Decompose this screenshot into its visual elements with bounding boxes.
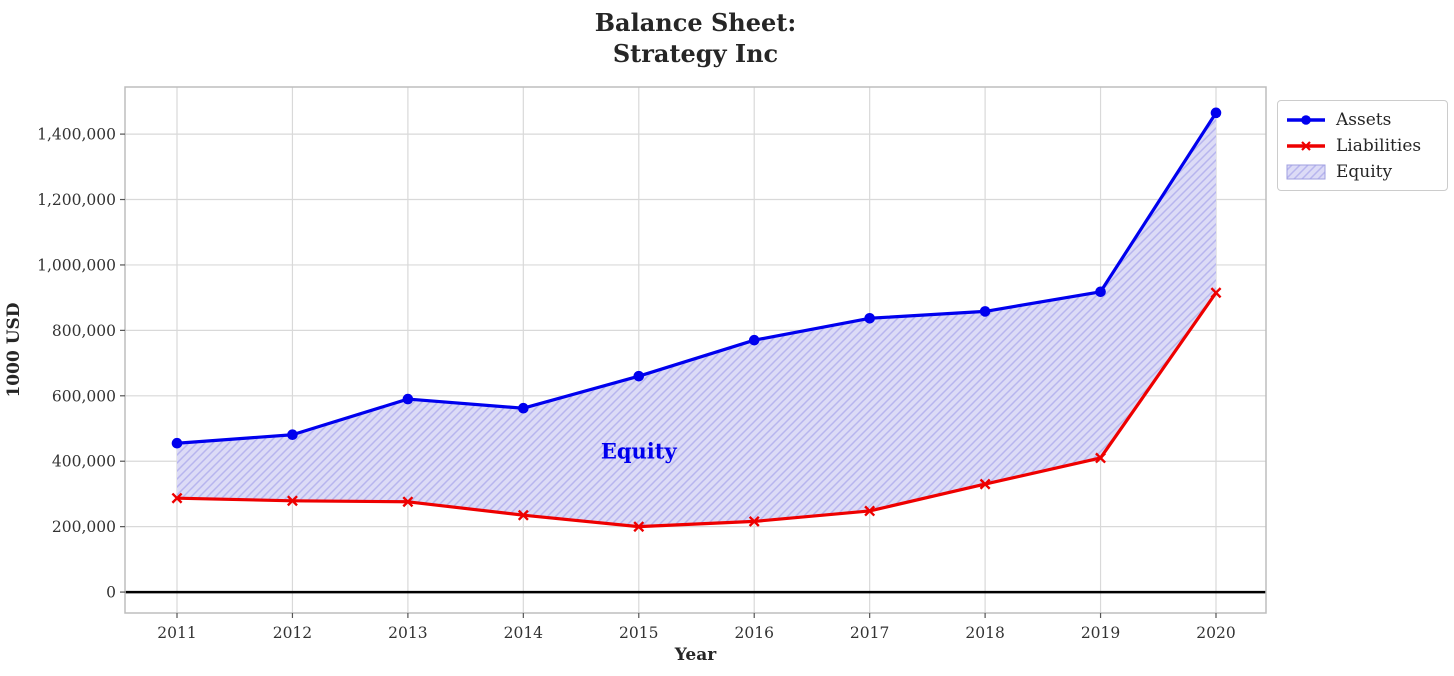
xtick-label-2017: 2017 (850, 624, 889, 642)
ytick-label-800000: 800,000 (52, 322, 116, 340)
assets-marker-2013 (402, 393, 414, 405)
equity-swatch-patch (1286, 164, 1326, 180)
equity-fill-area (177, 112, 1216, 527)
liabilities-marker-2019 (1095, 452, 1106, 464)
ytick-label-1200000: 1,200,000 (37, 191, 116, 209)
liabilities-marker-2015 (633, 521, 645, 533)
assets-marker-2014 (518, 402, 529, 414)
assets-swatch-marker (1301, 115, 1311, 125)
xtick-label-2014: 2014 (504, 624, 544, 642)
assets-marker-2017 (864, 312, 875, 324)
legend-item-liabilities: Liabilities (1286, 133, 1439, 159)
assets-line-swatch-icon (1287, 115, 1325, 125)
liabilities-swatch-marker (1301, 141, 1311, 151)
legend: Assets Liabilities Equity (1277, 100, 1448, 191)
xtick-label-2013: 2013 (388, 624, 427, 642)
assets-marker-2019 (1095, 286, 1106, 298)
xtick-label-2011: 2011 (157, 624, 196, 642)
equity-hatch-swatch-icon (1286, 164, 1326, 180)
legend-label-assets: Assets (1336, 110, 1392, 130)
liabilities-marker-2014 (517, 509, 529, 521)
assets-marker-2015 (633, 370, 645, 382)
ytick-label-200000: 200,000 (52, 518, 116, 536)
xtick-label-2018: 2018 (965, 624, 1004, 642)
xtick-label-2015: 2015 (619, 624, 658, 642)
liabilities-marker-2016 (748, 515, 760, 527)
xtick-label-2012: 2012 (273, 624, 312, 642)
xtick-label-2016: 2016 (734, 624, 773, 642)
liabilities-line (176, 291, 1218, 529)
legend-item-assets: Assets (1286, 107, 1439, 133)
equity-annotation: Equity (600, 438, 677, 464)
legend-item-equity: Equity (1286, 159, 1439, 185)
ytick-label-1000000: 1,000,000 (37, 256, 116, 274)
liabilities-line-swatch-icon (1287, 141, 1325, 151)
assets-marker-2018 (979, 306, 991, 317)
liabilities-marker-2013 (402, 496, 414, 508)
ytick-label-0: 0 (106, 584, 116, 602)
liabilities-marker-2020 (1210, 287, 1222, 299)
chart-title: Balance Sheet: Strategy Inc (125, 7, 1266, 69)
liabilities-marker-2012 (286, 495, 298, 507)
chart-title-line2: Strategy Inc (612, 39, 779, 68)
chart-title-line1: Balance Sheet: (594, 8, 797, 37)
legend-label-equity: Equity (1336, 162, 1393, 182)
legend-label-liabilities: Liabilities (1336, 136, 1422, 156)
ytick-label-600000: 600,000 (52, 387, 116, 405)
assets-marker-2012 (287, 429, 298, 441)
assets-line (176, 111, 1218, 445)
xtick-label-2020: 2020 (1196, 624, 1235, 642)
ytick-label-400000: 400,000 (52, 453, 116, 471)
ytick-label-1400000: 1,400,000 (37, 126, 116, 144)
liabilities-marker-2011 (171, 492, 183, 504)
liabilities-marker-2017 (864, 505, 876, 517)
assets-marker-2016 (748, 334, 760, 346)
x-axis-label: Year (674, 645, 717, 665)
y-axis-label: 1000 USD (4, 302, 24, 398)
assets-marker-2011 (171, 437, 183, 449)
plot-border (124, 86, 1267, 614)
assets-marker-2020 (1210, 107, 1222, 119)
xtick-label-2019: 2019 (1081, 624, 1120, 642)
liabilities-marker-2018 (979, 478, 991, 490)
